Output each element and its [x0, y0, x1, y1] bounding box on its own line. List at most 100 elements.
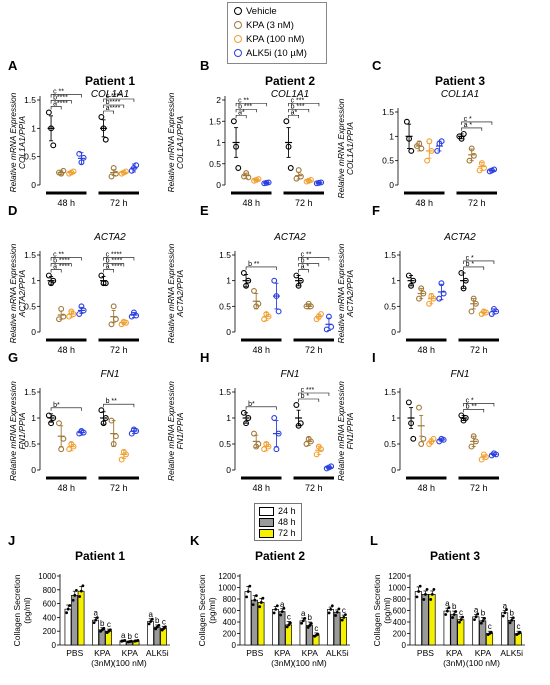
- y-axis-label-line: COL1A1/PPIA: [345, 122, 355, 176]
- panel-letter: J: [8, 533, 15, 548]
- bar: [257, 602, 265, 646]
- significance-bracket: [50, 269, 62, 273]
- y-axis-label: Collagen Secretion(pg/ml): [372, 574, 392, 646]
- significance-bracket: [103, 110, 114, 114]
- kpa-100nm-circle-icon: [234, 35, 242, 44]
- significance-bracket: [461, 127, 483, 131]
- data-point: [56, 420, 62, 427]
- significance-bracket: [103, 98, 135, 102]
- significance-label: b *: [301, 393, 310, 400]
- y-tick-label: 1.5: [24, 387, 36, 397]
- y-tick-label: 0: [216, 180, 221, 190]
- group-label: 48 h: [57, 198, 75, 208]
- category-label: ALK5i: [326, 648, 349, 658]
- replicate-point: [274, 607, 278, 611]
- replicate-point: [424, 593, 427, 596]
- data-point: [468, 308, 475, 315]
- category-label-sub: (3nM): [91, 658, 113, 668]
- bar: [147, 621, 154, 646]
- replicate-point: [303, 617, 307, 620]
- significance-bracket: [298, 398, 320, 402]
- group-label: 48 h: [252, 483, 270, 493]
- replicate-point: [459, 618, 463, 622]
- panel-letter: A: [8, 58, 18, 73]
- legend-item-vehicle: Vehicle: [234, 6, 277, 18]
- y-axis-label: Relative mRNA ExpressionFN1/PPIA: [166, 381, 185, 481]
- y-tick-label: 1200: [388, 572, 406, 581]
- y-axis-label-line: Collagen Secretion: [12, 574, 22, 646]
- significance-letter: c: [488, 622, 492, 631]
- category-label-sub: (100 nM): [113, 658, 147, 668]
- y-tick-label: 0.5: [219, 439, 231, 449]
- significance-letter: b: [481, 608, 486, 617]
- vehicle-circle-icon: [234, 7, 242, 16]
- data-point: [60, 435, 67, 442]
- y-axis-label-line: COL1A1/PPIA: [175, 116, 185, 170]
- replicate-point: [71, 598, 75, 602]
- significance-bracket: [103, 104, 125, 108]
- swatch-24h-icon: [259, 507, 274, 517]
- y-tick-label: 1.5: [219, 387, 231, 397]
- significance-label: a ****: [106, 264, 123, 271]
- y-axis-label: Relative mRNA ExpressionACTA2/PPIA: [336, 243, 355, 343]
- significance-letter: c: [517, 622, 521, 631]
- replicate-point: [280, 610, 284, 614]
- y-tick-label: 0.5: [382, 156, 394, 166]
- replicate-point: [316, 632, 320, 636]
- panel-title: Patient 1: [75, 549, 125, 563]
- replicate-point: [78, 595, 82, 598]
- significance-label: a ****: [53, 264, 70, 271]
- panel-l: L Patient 3 Collagen Secretion(pg/ml) 0 200 4…: [370, 533, 525, 668]
- replicate-point: [334, 614, 338, 617]
- bar: [443, 610, 451, 646]
- significance-label: b*: [248, 401, 255, 408]
- y-axis-label-line: Relative mRNA Expression: [336, 243, 346, 343]
- y-tick-label: 1: [216, 138, 221, 148]
- significance-label: c ****: [106, 93, 123, 100]
- y-tick-label: 0: [402, 641, 407, 650]
- gene-label: FN1: [451, 369, 470, 380]
- kpa-3nm-circle-icon: [234, 21, 242, 30]
- significance-label: b ****: [53, 258, 70, 265]
- significance-bracket: [288, 108, 310, 113]
- replicate-point: [157, 623, 161, 627]
- y-tick-label: 1000: [38, 572, 56, 581]
- data-point: [230, 118, 237, 125]
- y-tick-label: 400: [223, 618, 237, 627]
- replicate-point: [73, 593, 77, 597]
- panel-h: H FN1 Relative mRNA ExpressionFN1/PPIA 0 0.5…: [166, 350, 335, 493]
- significance-bracket: [463, 409, 485, 413]
- panel-letter: F: [372, 203, 380, 218]
- y-axis-label-line: (pg/ml): [22, 597, 32, 624]
- category-label: KPA: [94, 648, 111, 658]
- panel-g: G FN1 Relative mRNA ExpressionFN1/PPIA 0 0.5…: [8, 350, 140, 493]
- bar: [479, 620, 487, 646]
- replicate-point: [510, 618, 514, 622]
- y-tick-label: 1.5: [382, 107, 394, 117]
- y-tick-label: 0: [232, 641, 237, 650]
- y-tick-label: 200: [43, 627, 57, 636]
- significance-letter: c: [162, 617, 166, 626]
- significance-label: b ***: [291, 103, 305, 110]
- y-axis-label-line: ACTA2/PPIA: [175, 269, 185, 318]
- replicate-point: [458, 620, 461, 624]
- replicate-point: [109, 628, 112, 632]
- y-axis-label-line: Relative mRNA Expression: [8, 381, 18, 481]
- replicate-point: [272, 611, 276, 615]
- y-axis-label: Relative mRNA ExpressionACTA2/PPIA: [8, 243, 27, 343]
- panel-d: D ACTA2 Relative mRNA ExpressionACTA2/PPIA…: [8, 203, 140, 355]
- significance-bracket: [50, 100, 72, 104]
- y-axis-label: Relative mRNA ExpressionCOL1A1/PPIA: [166, 92, 185, 192]
- gene-label: FN1: [101, 369, 120, 380]
- data-point: [403, 118, 410, 125]
- group-label: 72 h: [470, 345, 488, 355]
- panel-title: Patient 1: [85, 74, 135, 88]
- y-tick-label: 1: [31, 276, 36, 286]
- group-label: 48 h: [57, 345, 75, 355]
- y-axis-label-line: Collagen Secretion: [372, 574, 382, 646]
- group-label: 72 h: [295, 198, 313, 208]
- category-label-sub: (100 nM): [293, 658, 327, 668]
- replicate-point: [327, 611, 331, 615]
- gene-label: ACTA2: [93, 232, 126, 243]
- data-point: [58, 446, 65, 453]
